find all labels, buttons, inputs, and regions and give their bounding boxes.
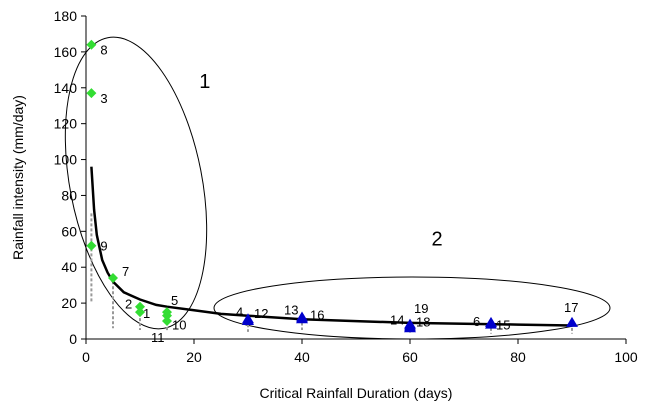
triangle-point <box>566 316 578 327</box>
diamond-point <box>162 307 172 318</box>
x-tick-label: 60 <box>402 349 418 365</box>
point-label: 15 <box>496 318 510 333</box>
diamond-point <box>86 88 97 99</box>
group-label: 1 <box>199 71 210 93</box>
point-label: 3 <box>100 91 107 106</box>
x-tick-label: 80 <box>510 349 526 365</box>
group-1-ellipse <box>64 36 208 330</box>
x-tick-label: 20 <box>186 349 202 365</box>
point-label: 7 <box>122 264 129 279</box>
x-tick-label: 40 <box>294 349 310 365</box>
group-label: 2 <box>431 229 442 251</box>
diamond-point <box>135 307 145 318</box>
y-axis-label: Rainfall intensity (mm/day) <box>10 95 26 260</box>
axes <box>81 15 627 344</box>
diamond-point <box>162 316 172 327</box>
y-tick-label: 100 <box>54 152 78 168</box>
triangle-point <box>485 318 497 329</box>
point-label: 1 <box>143 306 150 321</box>
triangle-point <box>296 313 308 324</box>
point-label: 11 <box>151 330 165 345</box>
diamond-point <box>108 272 118 283</box>
triangle-point <box>242 315 254 326</box>
triangle-point <box>404 322 416 333</box>
fit-curve <box>90 166 573 327</box>
point-label: 4 <box>236 304 243 319</box>
x-tick-label: 0 <box>82 349 90 365</box>
y-tick-label: 80 <box>61 187 77 203</box>
y-tick-label: 40 <box>61 259 77 275</box>
y-tick-label: 160 <box>54 44 78 60</box>
point-label: 9 <box>100 239 107 254</box>
diamond-point <box>135 301 145 312</box>
point-label: 12 <box>254 306 268 321</box>
y-tick-label: 120 <box>54 116 78 132</box>
fit-curve-layer <box>90 166 573 327</box>
point-label: 6 <box>473 314 480 329</box>
point-label: 14 <box>390 313 404 328</box>
x-axis-label: Critical Rainfall Duration (days) <box>260 385 453 401</box>
y-tick-label: 0 <box>69 331 77 347</box>
y-tick-label: 140 <box>54 80 78 96</box>
point-label: 10 <box>172 318 186 333</box>
data-points <box>86 39 578 333</box>
diamond-point <box>86 240 97 251</box>
y-tick-label: 20 <box>61 295 77 311</box>
point-label: 17 <box>564 300 578 315</box>
y-tick-label: 60 <box>61 223 77 239</box>
point-label: 18 <box>416 314 430 329</box>
x-tick-label: 100 <box>614 349 638 365</box>
point-label: 5 <box>171 293 178 308</box>
tick-labels: 0 20 40 60 80 100 120 140 160 180 0 20 40 60 80 100 <box>54 8 638 365</box>
point-label: 13 <box>284 302 298 317</box>
diamond-point <box>86 39 97 50</box>
y-tick-label: 180 <box>54 8 78 24</box>
point-label: 2 <box>125 297 132 312</box>
point-label: 19 <box>414 301 428 316</box>
point-label: 16 <box>310 307 324 322</box>
point-label: 8 <box>100 43 107 58</box>
